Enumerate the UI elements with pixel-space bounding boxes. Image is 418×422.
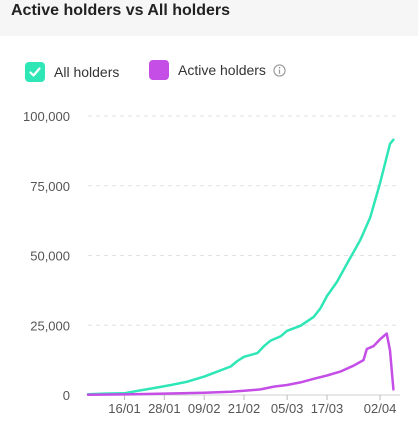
x-tick-label: 16/01 (108, 401, 141, 416)
y-tick-label: 75,000 (30, 179, 70, 194)
y-tick-label: 25,000 (30, 318, 70, 333)
series-line-all-holders (86, 138, 395, 396)
legend-item-all-holders[interactable]: All holders (25, 62, 119, 82)
y-tick-label: 0 (63, 388, 70, 403)
x-tick-label: 02/04 (364, 401, 397, 416)
checkbox-checked-icon[interactable] (25, 62, 45, 82)
series-line-active-holders (86, 332, 395, 396)
checkbox-unchecked-icon[interactable] (149, 60, 169, 80)
legend-item-active-holders[interactable]: Active holders (149, 60, 286, 80)
x-tick-label: 09/02 (188, 401, 221, 416)
info-icon[interactable] (273, 63, 286, 77)
y-tick-label: 50,000 (30, 249, 70, 264)
x-tick-label: 05/03 (271, 401, 304, 416)
x-tick-label: 28/01 (148, 401, 181, 416)
x-tick-label: 17/03 (311, 401, 344, 416)
chart-title: Active holders vs All holders (11, 2, 231, 19)
x-tick-label: 21/02 (228, 401, 261, 416)
legend-label-active-holders: Active holders (178, 62, 266, 78)
y-tick-label: 100,000 (23, 109, 70, 124)
legend-label-all-holders: All holders (54, 64, 120, 80)
title-bar: Active holders vs All holders (0, 0, 418, 36)
